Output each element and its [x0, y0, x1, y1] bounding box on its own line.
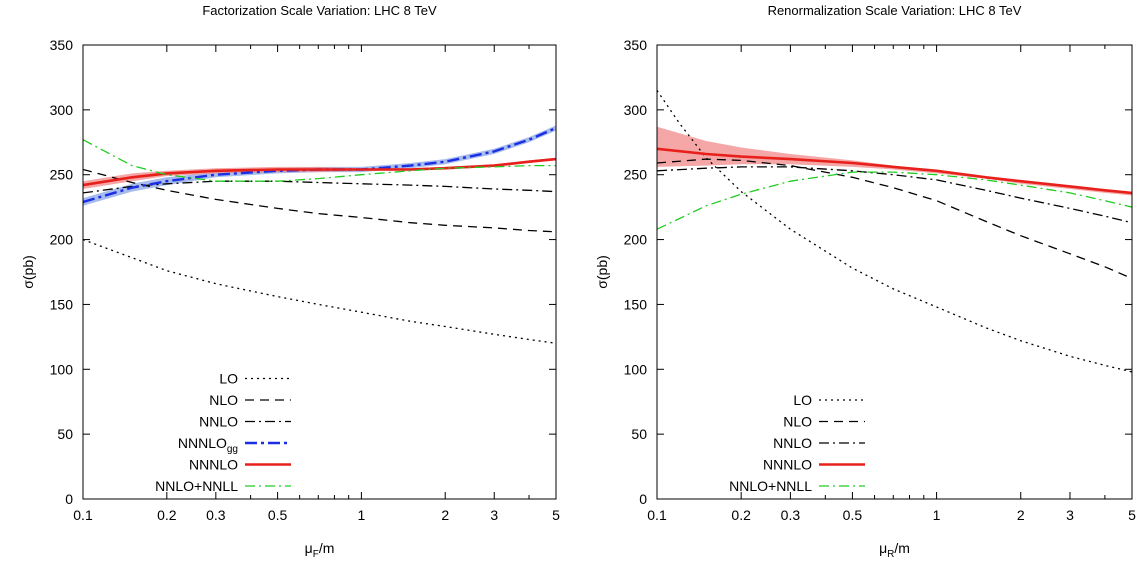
y-tick-label: 50	[631, 426, 647, 442]
x-tick-label: 3	[490, 507, 498, 523]
x-tick-label: 1	[358, 507, 366, 523]
y-tick-label: 350	[50, 37, 74, 53]
series-line-nnnlo	[657, 147, 1132, 195]
chart-title: Factorization Scale Variation: LHC 8 TeV	[202, 3, 437, 18]
x-tick-label: 5	[552, 507, 560, 523]
y-tick-label: 300	[50, 102, 74, 118]
series-line-lo	[657, 90, 1132, 373]
x-tick-label: 0.3	[206, 507, 226, 523]
series-line-nnnlo	[83, 157, 556, 187]
x-tick-label: 5	[1128, 507, 1136, 523]
series-line-lo	[83, 238, 556, 344]
y-tick-label: 250	[50, 167, 74, 183]
legend-label: NNLO	[773, 435, 812, 451]
y-tick-label: 100	[624, 361, 648, 377]
x-tick-label: 0.2	[731, 507, 751, 523]
y-tick-label: 150	[50, 296, 74, 312]
y-tick-label: 200	[50, 232, 74, 248]
legend-label: NNNLO	[763, 457, 812, 473]
chart-panel-2: Renormalization Scale Variation: LHC 8 T…	[594, 3, 1136, 560]
legend: LO NLO NNLO NNNLOgg NNNLO NNLO+NNLL	[155, 371, 291, 494]
legend-label: NNLO	[199, 414, 238, 430]
y-tick-label: 250	[624, 167, 648, 183]
x-tick-label: 0.3	[781, 507, 801, 523]
series-line-nlo	[83, 168, 556, 233]
plot-area	[657, 90, 1132, 373]
y-tick-label: 50	[57, 426, 73, 442]
y-tick-label: 0	[65, 491, 73, 507]
legend-label: LO	[219, 371, 238, 387]
series-line-nnlo-nnll	[83, 139, 556, 182]
legend-label: NLO	[783, 414, 812, 430]
legend-label: NNLO+NNLL	[155, 478, 238, 494]
plot-frame	[82, 44, 557, 500]
legend-label: NNNLO	[189, 457, 238, 473]
legend-label: NNLO+NNLL	[729, 478, 812, 494]
y-tick-label: 150	[624, 296, 648, 312]
x-tick-label: 2	[1017, 507, 1025, 523]
y-tick-label: 300	[624, 102, 648, 118]
y-tick-label: 0	[639, 491, 647, 507]
y-tick-label: 200	[624, 232, 648, 248]
x-tick-label: 0.1	[73, 507, 93, 523]
chart-panel-1: Factorization Scale Variation: LHC 8 TeV…	[20, 3, 560, 560]
series-line-nnlo	[657, 166, 1132, 224]
legend-label: LO	[793, 392, 812, 408]
x-axis-label: μR/m	[879, 540, 910, 560]
x-tick-label: 2	[441, 507, 449, 523]
x-tick-label: 0.2	[157, 507, 177, 523]
series-line-nlo	[657, 158, 1132, 280]
legend: LO NLO NNLO NNNLO NNLO+NNLL	[729, 392, 865, 494]
legend-label: NNNLOgg	[178, 435, 238, 455]
x-axis-label: μF/m	[305, 540, 335, 560]
y-axis-label: σ(pb)	[20, 255, 36, 289]
x-tick-label: 0.5	[843, 507, 863, 523]
plot-frame	[656, 44, 1133, 500]
x-tick-label: 0.1	[647, 507, 667, 523]
y-tick-label: 350	[624, 37, 648, 53]
y-tick-label: 100	[50, 361, 74, 377]
x-tick-label: 1	[933, 507, 941, 523]
x-tick-label: 0.5	[268, 507, 288, 523]
plot-area	[83, 125, 556, 344]
chart-title: Renormalization Scale Variation: LHC 8 T…	[768, 3, 1022, 18]
x-tick-label: 3	[1066, 507, 1074, 523]
y-axis-label: σ(pb)	[594, 255, 610, 289]
legend-label: NLO	[209, 392, 238, 408]
series-line-nnlo-nnll	[657, 171, 1132, 230]
